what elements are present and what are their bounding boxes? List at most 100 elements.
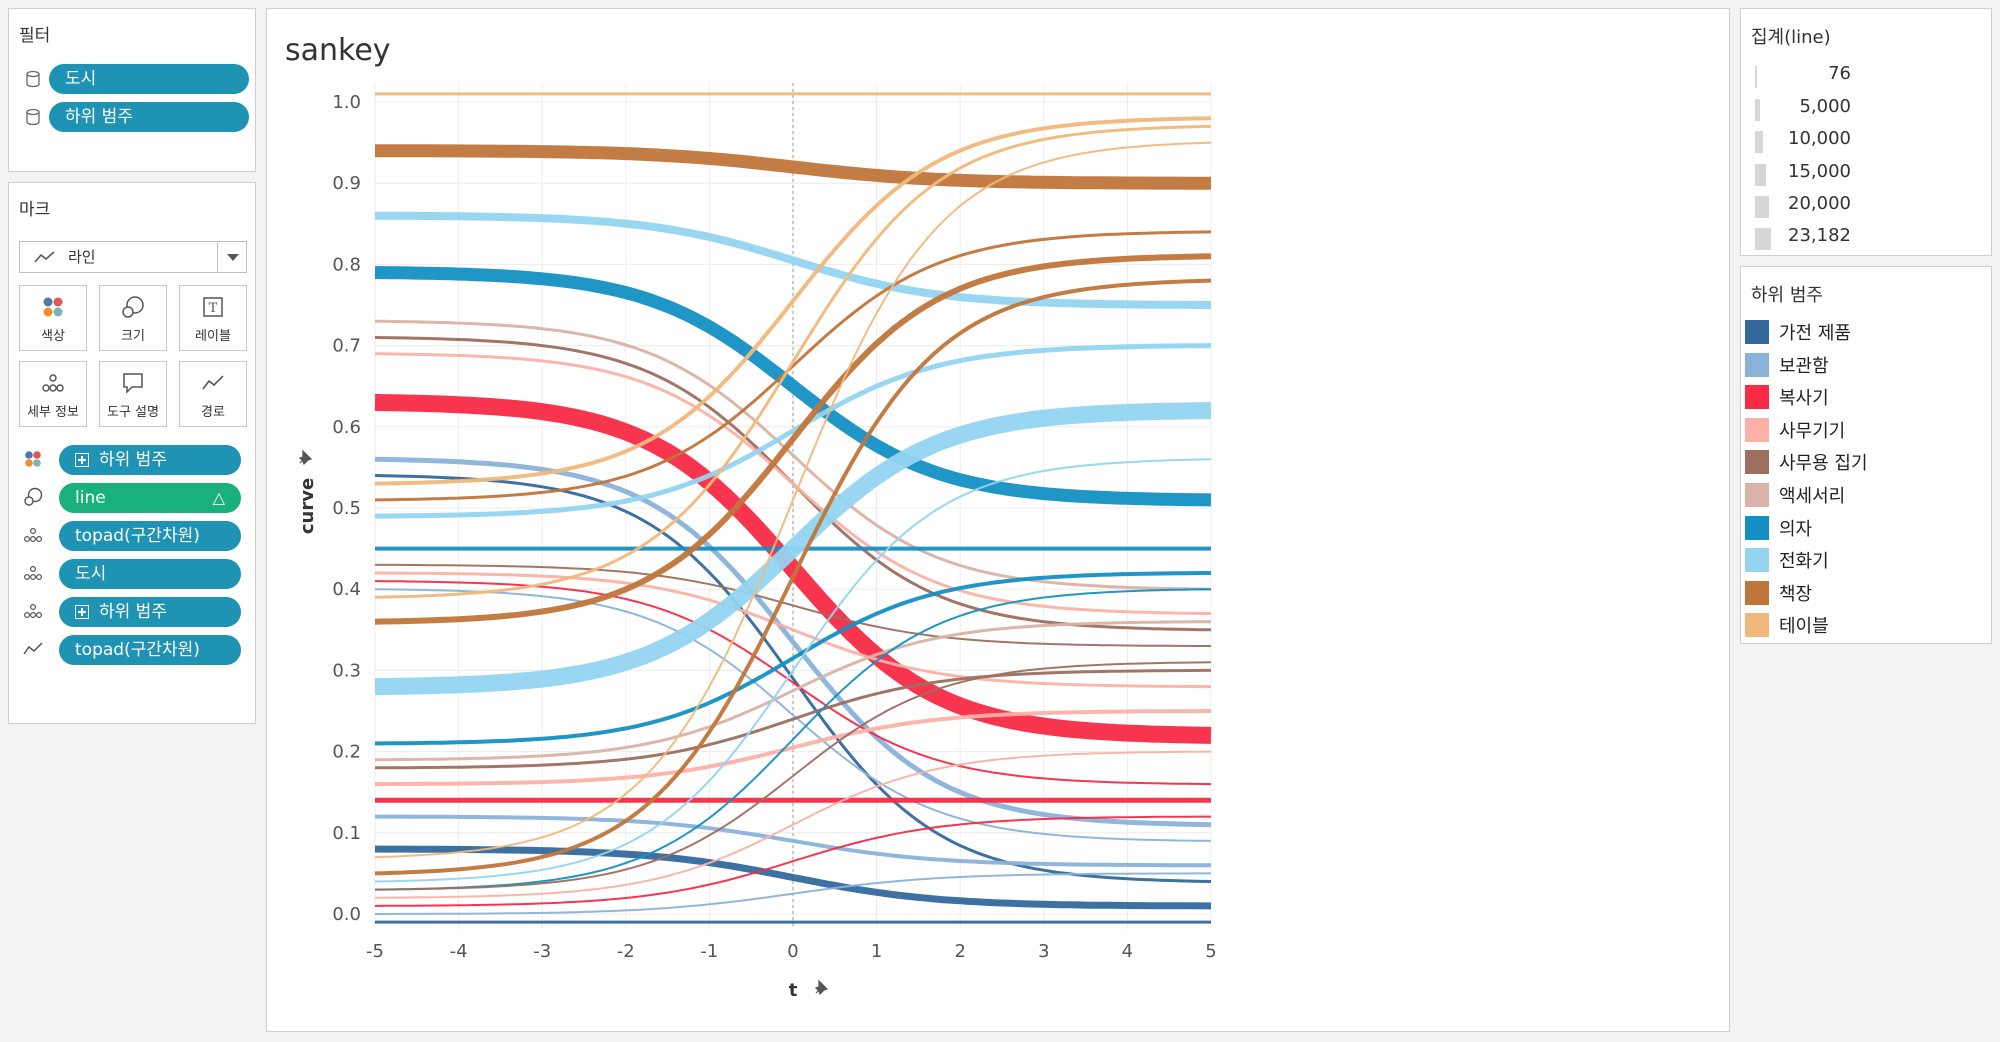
- color-legend-label: 복사기: [1779, 388, 1829, 410]
- series-line[interactable]: [374, 266, 1212, 507]
- series-line[interactable]: [374, 750, 1212, 899]
- detail-button[interactable]: 세부 정보: [19, 361, 87, 427]
- series-line[interactable]: [374, 588, 1212, 842]
- series-line[interactable]: [375, 668, 1211, 770]
- series-line[interactable]: [374, 563, 1211, 647]
- color-legend-item[interactable]: 의자: [1745, 513, 1995, 543]
- size-swatch: [1755, 66, 1757, 88]
- series-line[interactable]: [374, 845, 1211, 910]
- path-icon: [23, 642, 43, 655]
- series-line[interactable]: [374, 116, 1212, 486]
- series-line[interactable]: [375, 343, 1212, 519]
- size-swatch: [1755, 228, 1771, 250]
- series-line[interactable]: [375, 211, 1211, 309]
- size-swatch: [1755, 99, 1760, 121]
- series-line[interactable]: [374, 815, 1211, 907]
- color-legend-item[interactable]: 전화기: [1745, 545, 1995, 575]
- y-tick-label: 0.4: [332, 579, 361, 600]
- size-legend-value: 23,182: [1788, 225, 1851, 246]
- mark-type-dropdown[interactable]: 라인: [19, 241, 247, 273]
- shelf-pill-subcategory-color[interactable]: 하위 범주: [59, 445, 241, 475]
- size-swatch: [1755, 164, 1766, 186]
- label-button[interactable]: T 레이블: [179, 285, 247, 351]
- color-legend-label: 액세서리: [1779, 486, 1846, 507]
- series-line[interactable]: [375, 814, 1211, 868]
- y-tick-label: 0.6: [332, 417, 361, 438]
- x-tick-label: -3: [533, 941, 551, 962]
- color-swatch: [1745, 613, 1769, 638]
- shelf-pill-city-detail[interactable]: 도시: [59, 559, 241, 589]
- series-line[interactable]: [374, 402, 1212, 696]
- series-line[interactable]: [375, 709, 1211, 787]
- series-line[interactable]: [374, 124, 1212, 599]
- color-swatch: [1745, 483, 1769, 507]
- size-legend-value: 5,000: [1799, 96, 1851, 117]
- pin-icon[interactable]: [298, 449, 313, 466]
- expand-icon[interactable]: [75, 605, 89, 619]
- label-icon: T: [203, 297, 223, 317]
- color-button[interactable]: 색상: [19, 285, 87, 351]
- color-legend-label: 의자: [1779, 518, 1813, 540]
- series-line[interactable]: [375, 144, 1211, 190]
- series-line[interactable]: [374, 230, 1212, 502]
- filter-pill-subcategory[interactable]: 하위 범주: [49, 102, 249, 132]
- y-tick-label: 1.0: [332, 92, 361, 113]
- color-legend-item[interactable]: 책장: [1745, 578, 1995, 608]
- tooltip-button[interactable]: 도구 설명: [99, 361, 167, 427]
- chevron-down-icon[interactable]: [217, 242, 246, 272]
- shelf-pill-topad-path[interactable]: topad(구간차원): [59, 635, 241, 665]
- series-line[interactable]: [375, 872, 1211, 915]
- color-legend-label: 전화기: [1779, 551, 1829, 573]
- path-icon: [202, 375, 224, 390]
- expand-icon[interactable]: [75, 453, 89, 467]
- path-button[interactable]: 경로: [179, 361, 247, 427]
- color-legend-item[interactable]: 가전 제품: [1745, 317, 1995, 347]
- series-line[interactable]: [374, 141, 1212, 859]
- shelf-pill-topad-detail[interactable]: topad(구간차원): [59, 521, 241, 551]
- color-legend-item[interactable]: 사무기기: [1745, 415, 1995, 445]
- color-icon: [43, 297, 63, 317]
- size-legend-row: 76: [1741, 63, 1991, 93]
- x-tick-label: 0: [787, 941, 798, 962]
- size-legend-row: 20,000: [1741, 193, 1991, 223]
- series-line[interactable]: [374, 278, 1212, 876]
- shelf-pill-subcategory-detail[interactable]: 하위 범주: [59, 597, 241, 627]
- color-swatch: [1745, 417, 1769, 442]
- series-line[interactable]: [374, 253, 1212, 625]
- detail-icon: [23, 527, 43, 543]
- series-line[interactable]: [374, 458, 1212, 883]
- series-line[interactable]: [374, 588, 1212, 891]
- color-legend-item[interactable]: 복사기: [1745, 382, 1995, 412]
- series-line[interactable]: [374, 319, 1212, 591]
- color-swatch: [1745, 320, 1769, 344]
- size-button[interactable]: 크기: [99, 285, 167, 351]
- color-legend-label: 사무기기: [1779, 420, 1846, 442]
- y-tick-label: 0.5: [332, 498, 361, 519]
- pin-icon[interactable]: [814, 979, 829, 996]
- series-line[interactable]: [374, 352, 1212, 616]
- filters-title: 필터: [19, 26, 51, 46]
- x-tick-label: 1: [871, 941, 882, 962]
- filter-pill-label: 하위 범주: [65, 107, 133, 127]
- color-legend-item[interactable]: 액세서리: [1745, 480, 1995, 510]
- series-line[interactable]: [375, 661, 1212, 891]
- delta-icon: △: [212, 488, 225, 507]
- color-legend-item[interactable]: 보관함: [1745, 350, 1995, 380]
- series-line[interactable]: [374, 393, 1212, 744]
- sankey-chart[interactable]: -5 -4 -3 -2 -1 0 1 2 3 4 5 0.0 0.1 0.2 0.3 0.4 0.5 0.6 0.7…: [267, 9, 1729, 1031]
- series-line[interactable]: [374, 571, 1211, 746]
- color-legend-item[interactable]: 테이블: [1745, 610, 1995, 640]
- shelf-pill-label: topad(구간차원): [75, 640, 200, 660]
- chart-panel: sankey -5 -4 -3 -2 -1 0 1 2 3 4 5 0.0 0.1 0.2 0.3 0.4 0.…: [266, 8, 1730, 1032]
- color-legend-item[interactable]: 사무용 집기: [1745, 447, 1995, 477]
- series-line[interactable]: [374, 580, 1212, 786]
- shelf-pill-line-size[interactable]: line △: [59, 483, 241, 513]
- series-line[interactable]: [375, 571, 1211, 689]
- x-tick-label: 5: [1205, 941, 1216, 962]
- filter-pill-city[interactable]: 도시: [49, 64, 249, 94]
- color-swatch: [1745, 450, 1769, 475]
- series-line[interactable]: [375, 620, 1211, 762]
- detail-icon: [42, 374, 64, 392]
- size-legend-value: 15,000: [1788, 161, 1851, 182]
- y-tick-label: 0.2: [332, 742, 361, 763]
